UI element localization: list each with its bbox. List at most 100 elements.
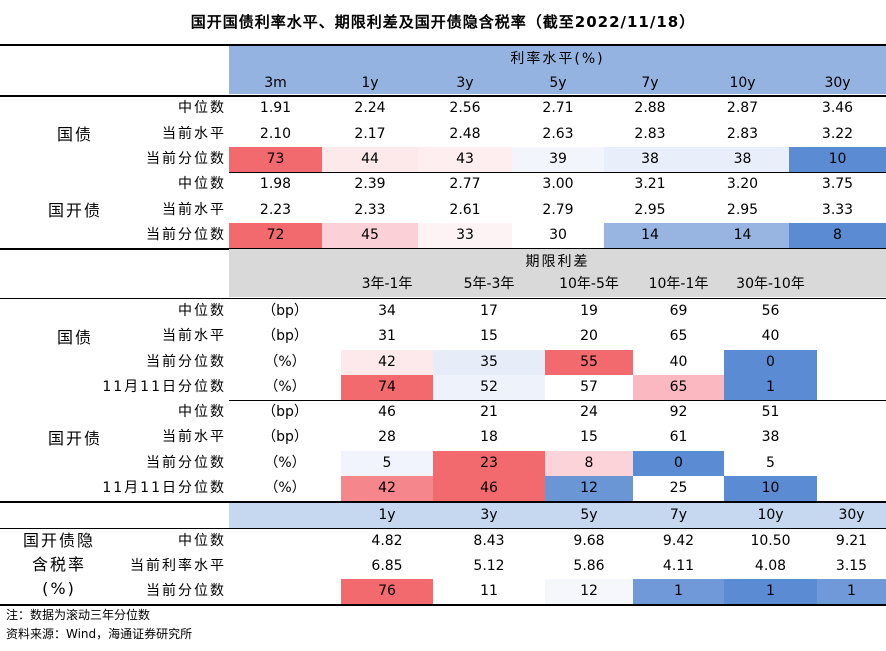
data-cell: 2.56 — [449, 100, 481, 116]
data-cell: 34 — [378, 303, 396, 319]
column-header-7y: 7y — [669, 507, 688, 523]
data-cell: 46 — [433, 475, 545, 501]
data-cell: 5 — [341, 450, 433, 476]
data-cell: 8.43 — [473, 533, 505, 549]
data-cell: 2.23 — [259, 201, 292, 218]
data-cell: 2.87 — [726, 100, 759, 116]
data-cell: 10.50 — [750, 533, 791, 549]
data-cell: 1.98 — [259, 176, 292, 192]
data-cell: 38 — [761, 429, 780, 446]
data-cell: 4.08 — [754, 558, 787, 574]
row-label: 当前分位数 — [146, 227, 226, 243]
data-cell: 2.71 — [542, 100, 574, 116]
data-cell: 31 — [378, 328, 396, 345]
data-cell: 30 — [512, 223, 604, 248]
row-label: 中位数 — [178, 176, 226, 192]
data-cell: 51 — [761, 404, 780, 420]
data-cell: 12 — [545, 475, 633, 501]
column-header-1y: 1y — [361, 75, 379, 91]
data-cell: 9.21 — [835, 533, 868, 549]
data-cell: 0 — [724, 349, 817, 375]
row-label: 当前分位数 — [146, 151, 226, 167]
column-header-5年-3年: 5年-3年 — [463, 276, 515, 292]
row-label: 中位数 — [178, 303, 226, 319]
data-cell: 2.39 — [354, 176, 386, 192]
data-cell: 3.22 — [821, 125, 854, 142]
data-cell: 2.10 — [259, 125, 292, 142]
data-cell: 74 — [341, 374, 433, 400]
row-unit: （%） — [264, 378, 306, 395]
data-cell: 3.15 — [835, 558, 868, 574]
row-label: 当前水平 — [162, 201, 226, 218]
row-rule — [229, 400, 886, 401]
data-cell: 1 — [817, 579, 886, 604]
data-cell: 2.48 — [449, 125, 481, 142]
data-cell: 5.12 — [473, 558, 505, 574]
group-name-line1: 国开债隐 — [22, 531, 95, 550]
data-cell: 3.20 — [726, 176, 759, 192]
row-label: 当前分位数 — [146, 353, 226, 370]
table-title: 国开国债利率水平、期限利差及国开债隐含税率（截至2022/11/18） — [190, 13, 696, 31]
section2-header: 期限利差 — [525, 254, 590, 270]
data-cell: 8 — [545, 450, 633, 476]
group-name-line3: (%) — [42, 579, 76, 598]
column-header-10y: 10y — [757, 507, 784, 523]
row-rule — [0, 604, 886, 606]
column-header-10年-5年: 10年-5年 — [559, 276, 619, 292]
data-cell: 8 — [789, 223, 886, 248]
footnote-source: 资料来源：Wind，海通证券研究所 — [6, 627, 193, 641]
data-cell: 2.77 — [449, 176, 481, 192]
data-cell: 23 — [433, 450, 545, 476]
data-cell: 0 — [633, 450, 724, 476]
column-header-3y: 3y — [456, 75, 474, 91]
data-cell: 44 — [322, 147, 418, 172]
data-cell: 55 — [545, 349, 633, 375]
data-cell: 40 — [761, 328, 780, 345]
data-cell: 39 — [512, 147, 604, 172]
data-cell: 18 — [480, 429, 498, 446]
column-header-1y: 1y — [378, 507, 396, 523]
data-cell: 69 — [669, 303, 688, 319]
data-cell: 3.46 — [821, 100, 854, 116]
data-cell: 2.95 — [634, 201, 666, 218]
data-cell: 19 — [580, 303, 598, 319]
data-cell: 4.82 — [371, 533, 403, 549]
data-cell: 14 — [604, 223, 696, 248]
data-cell: 2.79 — [542, 201, 574, 218]
column-header-10年-1年: 10年-1年 — [648, 276, 709, 292]
group-name: 国开债 — [47, 201, 102, 220]
data-cell: 38 — [604, 147, 696, 172]
data-cell: 43 — [418, 147, 512, 172]
column-header-7y: 7y — [641, 75, 659, 91]
data-cell: 2.61 — [449, 201, 481, 218]
row-rule — [0, 95, 886, 97]
row-unit: （%） — [264, 479, 306, 496]
data-cell: 3.33 — [821, 201, 854, 218]
data-cell: 65 — [669, 328, 688, 345]
title-rule — [0, 44, 886, 46]
column-header-3m: 3m — [264, 75, 287, 91]
data-cell: 1 — [724, 374, 817, 400]
row-unit: （%） — [264, 454, 306, 471]
row-label: 当前水平 — [162, 328, 226, 345]
row-label: 11月11日分位数 — [102, 378, 226, 395]
data-cell: 42 — [341, 475, 433, 501]
data-cell: 1 — [724, 579, 817, 604]
data-cell: 92 — [669, 404, 688, 420]
data-cell: 28 — [378, 429, 396, 446]
column-header-5y: 5y — [580, 507, 598, 523]
row-label: 当前水平 — [162, 125, 226, 142]
section2-header-band — [229, 249, 886, 297]
row-rule — [229, 172, 886, 173]
data-cell: 20 — [580, 328, 598, 345]
group-name-line2: 含税率 — [31, 555, 86, 574]
row-unit: （bp） — [262, 328, 308, 345]
data-cell: 2.95 — [726, 201, 759, 218]
data-cell: 76 — [341, 579, 433, 604]
column-header-5y: 5y — [549, 75, 567, 91]
data-cell: 21 — [480, 404, 498, 420]
data-cell: 24 — [580, 404, 598, 420]
data-cell: 73 — [229, 147, 322, 172]
row-label: 11月11日分位数 — [102, 479, 226, 496]
data-cell: 3.21 — [634, 176, 666, 192]
